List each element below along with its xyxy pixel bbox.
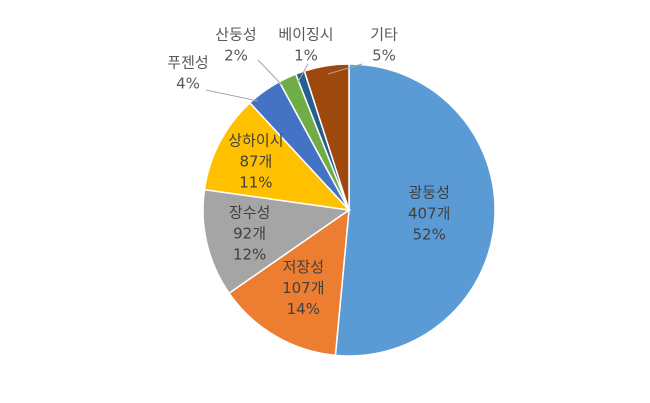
slice-percent: 11% <box>239 173 272 191</box>
slice-name: 푸젠성 <box>167 54 208 72</box>
slice-percent: 4% <box>176 75 200 93</box>
slice-name: 산둥성 <box>215 26 256 44</box>
slice-label: 장수성 92개 12% <box>229 204 270 264</box>
slice-name: 장수성 <box>229 204 270 222</box>
slice-count: 107개 <box>282 279 324 297</box>
slice-count: 407개 <box>408 205 450 223</box>
pie-slice <box>203 101 351 212</box>
slice-name: 베이징시 <box>278 26 333 44</box>
slice-label: 상하이시 87개 11% <box>228 131 283 191</box>
pie-slice <box>202 188 352 295</box>
leader-line <box>257 59 284 87</box>
slice-count: 87개 <box>239 152 272 170</box>
slice-name: 기타 <box>370 26 398 44</box>
slice-label: 광둥성 407개 52% <box>408 184 450 244</box>
slice-percent: 52% <box>413 226 446 244</box>
slice-label: 푸젠성 4% <box>167 54 208 93</box>
slice-label: 베이징시 1% <box>278 26 333 65</box>
slice-label: 산둥성 2% <box>215 26 256 65</box>
leader-line <box>327 63 363 75</box>
slice-name: 저장성 <box>283 258 324 276</box>
slice-percent: 12% <box>233 246 266 264</box>
slice-label: 저장성 107개 14% <box>282 258 324 318</box>
leader-line <box>297 63 309 83</box>
pie-slice <box>334 63 496 357</box>
slice-name: 상하이시 <box>228 131 283 149</box>
leader-line <box>205 89 259 102</box>
slice-label: 기타 5% <box>370 26 398 65</box>
slice-percent: 1% <box>294 47 318 65</box>
slice-name: 광둥성 <box>408 184 449 202</box>
slice-percent: 2% <box>224 47 248 65</box>
slice-percent: 5% <box>372 47 396 65</box>
pie-slice <box>227 208 350 357</box>
slice-count: 92개 <box>233 225 266 243</box>
slice-percent: 14% <box>287 300 320 318</box>
